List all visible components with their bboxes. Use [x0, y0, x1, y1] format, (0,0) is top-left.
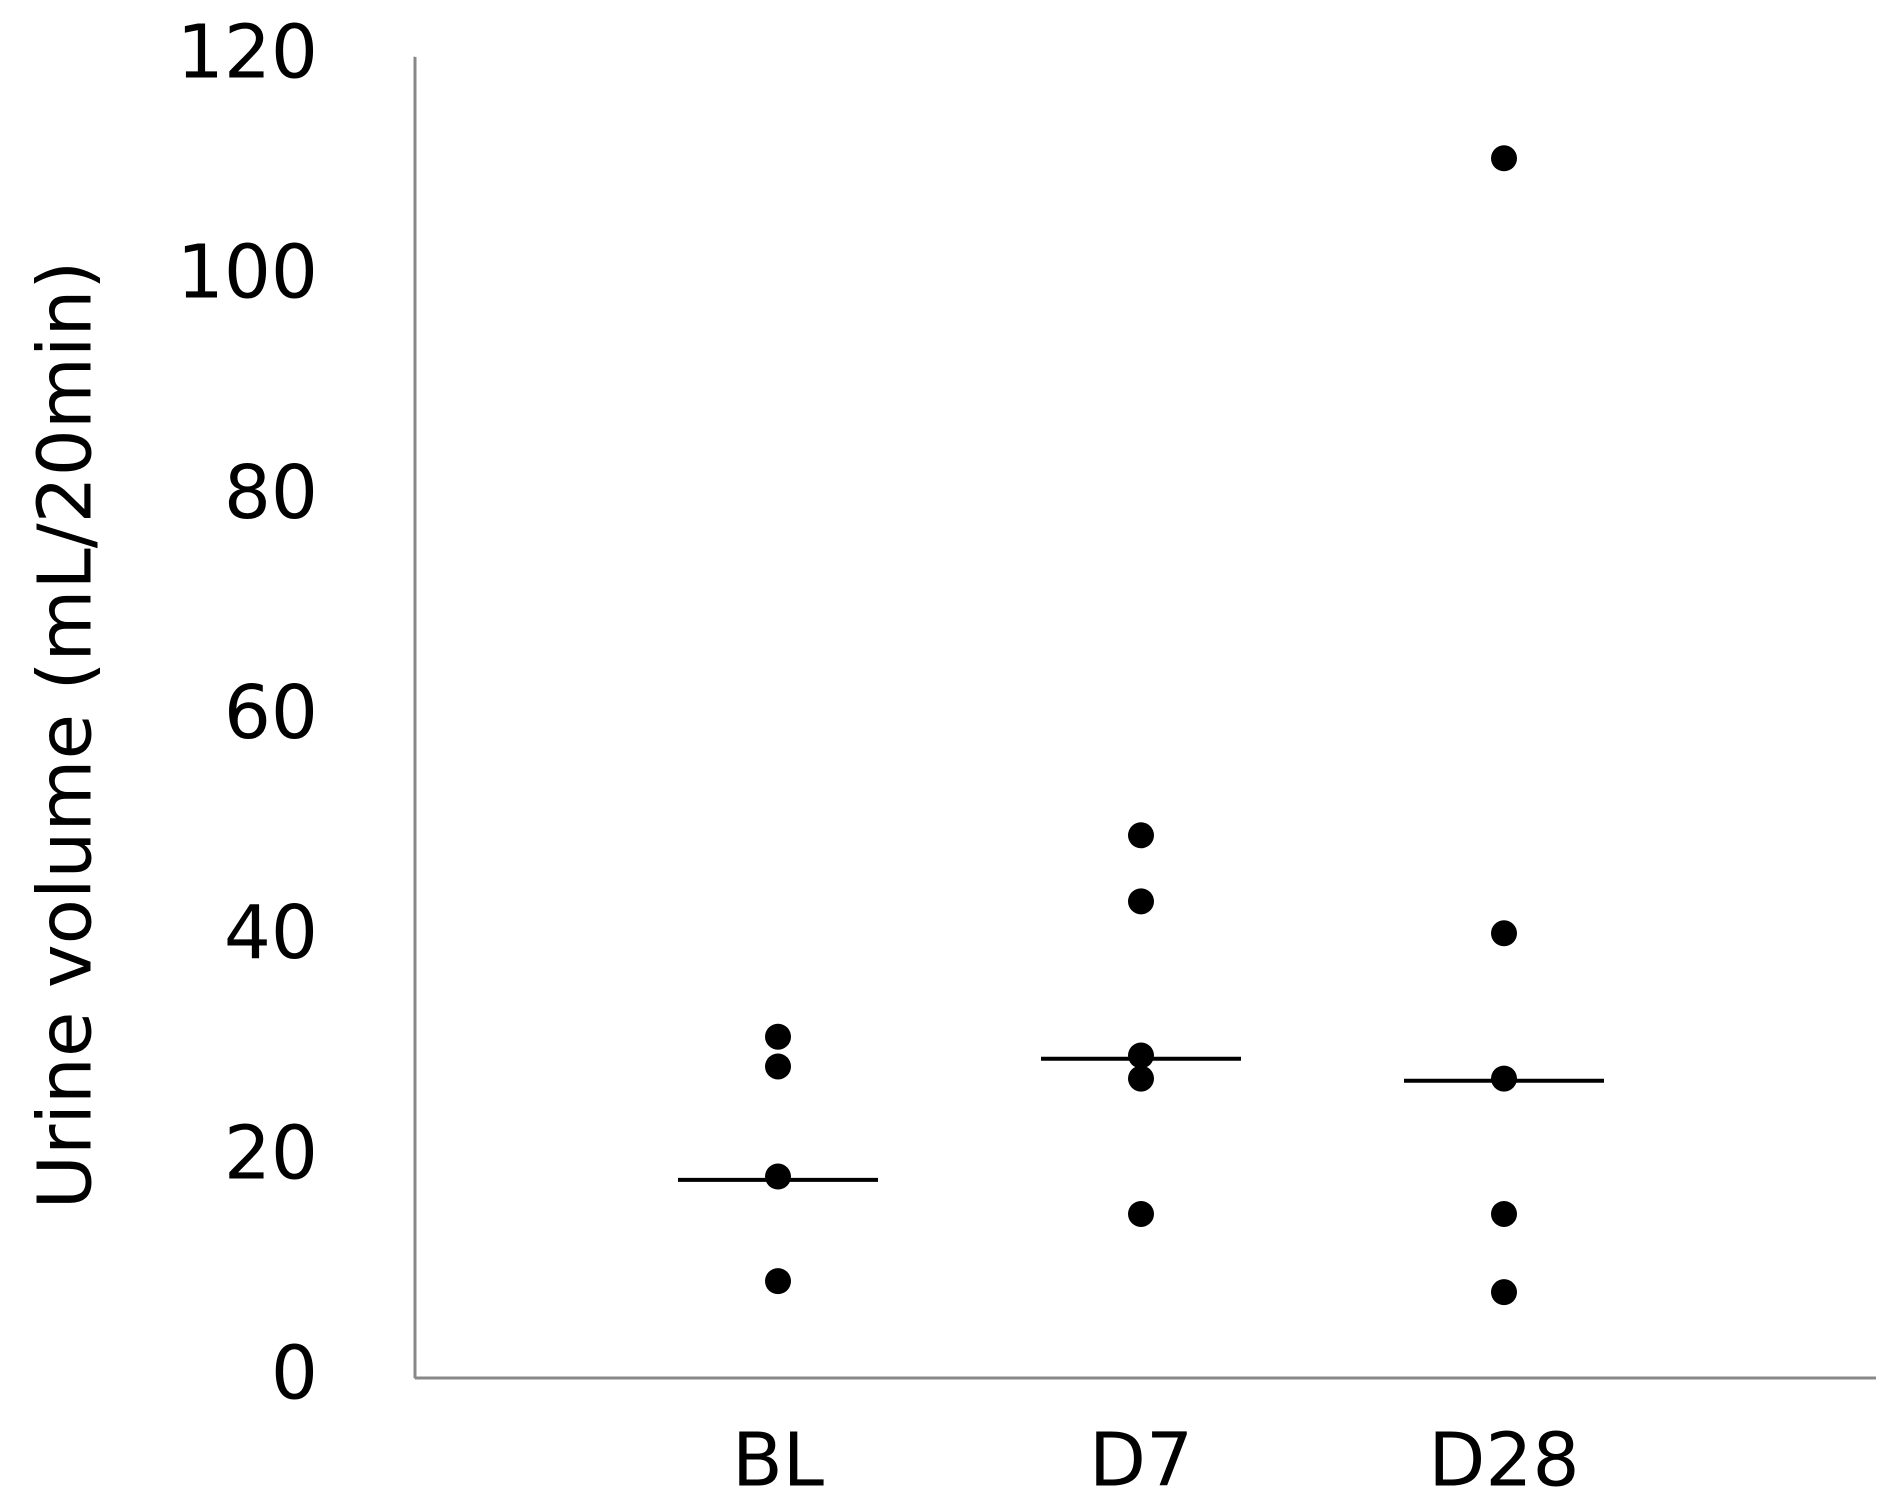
data-point [1128, 888, 1154, 915]
y-tick-label: 0 [271, 1331, 318, 1417]
data-point [765, 1053, 791, 1080]
x-tick-label: D28 [1428, 1418, 1579, 1504]
data-point [765, 1163, 791, 1190]
data-point [1491, 920, 1517, 947]
x-tick-label: D7 [1089, 1418, 1193, 1504]
data-point [765, 1023, 791, 1050]
y-tick-label: 20 [224, 1110, 318, 1196]
data-point [765, 1268, 791, 1295]
y-tick-label: 40 [224, 890, 318, 976]
data-point [1491, 145, 1517, 172]
data-point [1491, 1065, 1517, 1092]
y-axis-label: Urine volume (mL/20min) [23, 261, 109, 1209]
data-point [1128, 1065, 1154, 1092]
data-point [1491, 1279, 1517, 1306]
data-point [1128, 822, 1154, 849]
y-tick-label: 100 [177, 230, 318, 316]
data-point [1128, 1200, 1154, 1227]
data-point [1491, 1200, 1517, 1227]
y-tick-label: 60 [224, 670, 318, 756]
y-tick-label: 120 [177, 10, 318, 96]
data-point [1128, 1042, 1154, 1069]
y-tick-label: 80 [224, 450, 318, 536]
x-tick-label: BL [732, 1418, 824, 1504]
